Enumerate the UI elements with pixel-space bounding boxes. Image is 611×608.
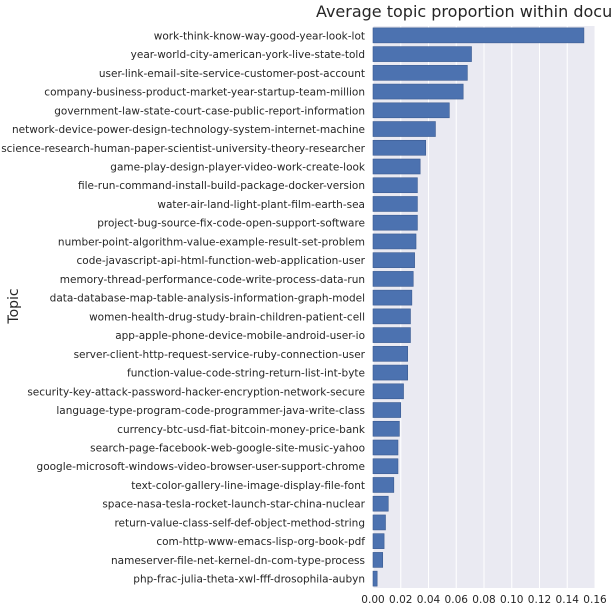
y-tick-label: number-point-algorithm-value-example-res…: [58, 236, 365, 248]
grid-lines: [372, 26, 596, 588]
y-tick-label: search-page-facebook-web-google-site-mus…: [90, 443, 365, 455]
bar: [372, 65, 468, 81]
y-tick-label: science-research-human-paper-scientist-u…: [1, 143, 365, 155]
bar: [372, 383, 404, 400]
y-tick-label: currency-btc-usd-fiat-bitcoin-money-pric…: [117, 424, 366, 436]
y-tick-label: nameserver-file-net-kernel-dn-com-type-p…: [111, 555, 365, 567]
y-tick-label: women-health-drug-study-brain-children-p…: [89, 311, 365, 323]
y-tick-label: text-color-gallery-line-image-display-fi…: [131, 480, 365, 492]
y-tick-label: project-bug-source-fix-code-open-support…: [97, 218, 365, 230]
chart-title: Average topic proportion within document: [316, 2, 611, 21]
x-tick-label: 0.02: [389, 594, 412, 606]
bar: [372, 533, 385, 549]
bar: [372, 46, 472, 62]
bar: [372, 83, 464, 100]
bar: [372, 477, 395, 493]
y-tick-label: google-microsoft-windows-video-browser-u…: [37, 461, 365, 473]
y-tick-label: game-play-design-player-video-work-creat…: [110, 162, 366, 174]
bar: [372, 420, 400, 437]
x-tick-label: 0.10: [500, 594, 523, 606]
bar: [372, 233, 417, 250]
y-tick-label: php-frac-julia-theta-xwl-fff-drosophila-…: [133, 574, 365, 586]
bar: [372, 552, 384, 568]
bar: [372, 139, 427, 156]
y-tick-label: file-run-command-install-build-package-d…: [78, 180, 365, 192]
y-tick-label: space-nasa-tesla-rocket-launch-star-chin…: [102, 499, 365, 511]
y-tick-label: company-business-product-market-year-sta…: [44, 87, 365, 99]
y-tick-label: memory-thread-performance-code-write-pro…: [60, 274, 365, 286]
bar: [372, 196, 418, 212]
y-tick-label: water-air-land-light-plant-film-earth-se…: [157, 199, 365, 211]
bar: [372, 458, 399, 475]
x-tick-label: 0.16: [583, 594, 607, 606]
x-tick-label: 0.06: [445, 594, 469, 606]
y-tick-label: data-database-map-table-analysis-informa…: [50, 293, 365, 305]
bar: [372, 27, 585, 44]
y-axis-label: Topic: [6, 288, 22, 324]
x-tick-label: 0.04: [417, 594, 441, 606]
bars: [372, 27, 585, 587]
x-tick-label: 0.00: [361, 594, 384, 606]
x-tick-label: 0.08: [472, 594, 495, 606]
y-tick-label: return-value-class-self-def-object-metho…: [114, 517, 365, 529]
x-tick-label: 0.14: [556, 594, 580, 606]
bar: [372, 514, 386, 531]
y-tick-label: code-javascript-api-html-function-web-ap…: [77, 255, 366, 267]
bar: [372, 364, 408, 381]
y-tick-label: app-apple-phone-device-mobile-android-us…: [115, 330, 365, 342]
y-tick-label: server-client-http-request-service-ruby-…: [74, 349, 366, 361]
bar: [372, 289, 413, 306]
y-tick-label: function-value-code-string-return-list-i…: [127, 368, 365, 380]
bar: [372, 346, 408, 362]
bar: [372, 402, 402, 418]
y-tick-label: user-link-email-site-service-customer-po…: [99, 68, 365, 80]
y-tick-label: security-key-attack-password-hacker-encr…: [27, 386, 365, 398]
bar: [372, 308, 411, 325]
bar: [372, 271, 414, 287]
y-tick-labels: work-think-know-way-good-year-look-lot ye…: [1, 30, 366, 585]
bar: [372, 327, 411, 343]
y-tick-label: language-type-program-code-programmer-ja…: [56, 405, 365, 417]
bar: [372, 570, 378, 587]
x-tick-label: 0.12: [528, 594, 551, 606]
y-tick-label: com-http-www-emacs-lisp-org-book-pdf: [156, 536, 365, 548]
bar: [372, 121, 436, 137]
x-tick-labels: 0.00 0.02 0.04 0.06 0.08 0.10 0.12 0.14 0.16: [361, 594, 607, 606]
y-tick-label: work-think-know-way-good-year-look-lot: [154, 30, 365, 42]
bar: [372, 177, 418, 194]
y-tick-label: year-world-city-american-york-live-state…: [131, 49, 365, 61]
y-tick-label: network-device-power-design-technology-s…: [12, 124, 365, 136]
y-tick-label: government-law-state-court-case-public-r…: [54, 105, 365, 117]
bar: [372, 214, 418, 231]
bar: [372, 439, 399, 456]
bar: [372, 158, 421, 175]
bar: [372, 495, 389, 512]
bar: [372, 252, 415, 268]
bar: [372, 102, 450, 119]
